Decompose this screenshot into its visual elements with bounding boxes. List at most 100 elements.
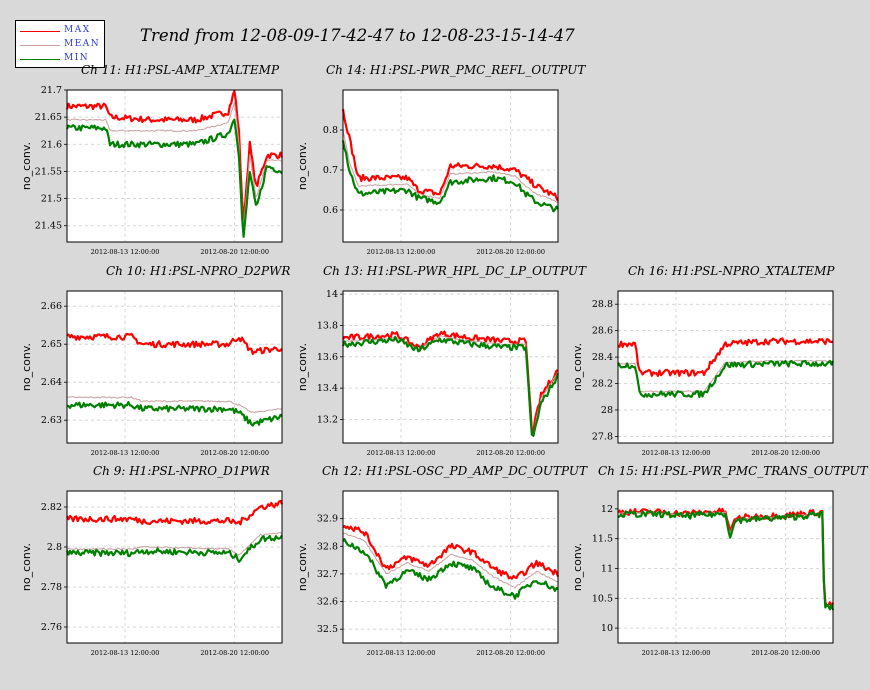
chart-title: Ch 12: H1:PSL-OSC_PD_AMP_DC_OUTPUT [322, 464, 588, 478]
y-tick-label: 10.5 [592, 593, 613, 604]
y-tick-label: 32.5 [317, 624, 338, 635]
series-min-line [341, 140, 559, 213]
series-min-line [617, 510, 835, 611]
y-tick-label: 28 [601, 405, 613, 416]
y-tick-label: 13.4 [317, 383, 338, 394]
x-tick-label: 2012-08-13 12:00:00 [91, 449, 160, 457]
y-tick-label: 27.8 [592, 431, 613, 442]
y-tick-label: 0.7 [323, 165, 338, 176]
y-tick-label: 13.2 [317, 414, 338, 425]
chart-title: Ch 15: H1:PSL-PWR_PMC_TRANS_OUTPUT [598, 464, 869, 478]
y-tick-label: 2.76 [41, 622, 62, 633]
plot-area [67, 491, 282, 643]
y-axis-label: no_conv. [296, 343, 309, 391]
series-mean-line [617, 359, 834, 393]
chart-title: Ch 10: H1:PSL-NPRO_D2PWR [106, 264, 290, 278]
legend-label-mean: MEAN [64, 39, 101, 49]
chart-title: Ch 9: H1:PSL-NPRO_D1PWR [93, 464, 270, 478]
series-mean-line [342, 129, 559, 204]
y-tick-label: 2.64 [41, 377, 62, 388]
series-min-line [342, 538, 559, 600]
y-tick-label: 21.7 [41, 85, 62, 96]
series-max-line [617, 337, 834, 377]
y-tick-label: 28.2 [592, 379, 613, 390]
y-axis-label: no_conv. [296, 142, 309, 190]
x-tick-label: 2012-08-20 12:00:00 [476, 248, 545, 256]
y-tick-label: 2.65 [41, 339, 62, 350]
x-tick-label: 2012-08-13 12:00:00 [91, 248, 160, 256]
legend-item-max: MAX [16, 25, 106, 39]
y-tick-label: 32.9 [317, 514, 338, 525]
y-tick-label: 21.5 [41, 194, 62, 205]
y-tick-label: 21.55 [35, 166, 62, 177]
y-axis-label: no_conv. [20, 543, 33, 591]
y-tick-label: 21.6 [41, 139, 62, 150]
series-max-line [65, 90, 284, 221]
y-tick-label: 12 [601, 504, 613, 515]
x-tick-label: 2012-08-13 12:00:00 [91, 649, 160, 657]
y-tick-label: 13.6 [317, 352, 338, 363]
legend-swatch-mean [20, 45, 60, 46]
legend-label-max: MAX [64, 25, 91, 35]
x-tick-label: 2012-08-20 12:00:00 [200, 449, 269, 457]
plot-frame [66, 490, 283, 644]
series-min-line [617, 359, 835, 399]
x-tick-label: 2012-08-13 12:00:00 [642, 449, 711, 457]
page-title: Trend from 12-08-09-17-42-47 to 12-08-23… [140, 26, 575, 45]
legend-swatch-max [20, 31, 60, 32]
y-tick-label: 28.6 [592, 326, 613, 337]
legend-item-min: MIN [16, 53, 106, 67]
series-mean-line [66, 102, 283, 228]
series-max-line [342, 330, 559, 434]
y-tick-label: 28.4 [592, 352, 613, 363]
plot-frame [617, 490, 834, 644]
y-tick-label: 2.8 [47, 542, 62, 553]
series-mean-line [342, 335, 559, 434]
y-axis-label: no_conv. [296, 543, 309, 591]
y-axis-label: no_conv. [571, 343, 584, 391]
y-tick-label: 11 [601, 563, 613, 574]
y-tick-label: 2.78 [41, 582, 62, 593]
x-tick-label: 2012-08-20 12:00:00 [751, 649, 820, 657]
y-tick-label: 32.8 [317, 541, 338, 552]
chart-title: Ch 16: H1:PSL-NPRO_XTALTEMP [628, 264, 835, 278]
legend: MAX MEAN MIN [15, 20, 105, 68]
legend-item-mean: MEAN [16, 39, 106, 53]
plot-area [343, 291, 558, 443]
y-tick-label: 10 [601, 623, 613, 634]
series-max-line [342, 525, 560, 580]
plot-frame [617, 290, 834, 444]
y-tick-label: 11.5 [592, 534, 613, 545]
legend-swatch-min [20, 59, 60, 60]
x-tick-label: 2012-08-13 12:00:00 [367, 449, 436, 457]
x-tick-label: 2012-08-13 12:00:00 [367, 248, 436, 256]
plot-frame [66, 89, 283, 243]
chart-title: Ch 14: H1:PSL-PWR_PMC_REFL_OUTPUT [326, 63, 586, 77]
x-tick-label: 2012-08-20 12:00:00 [200, 649, 269, 657]
series-min-line [65, 118, 283, 238]
plot-frame [342, 290, 559, 444]
y-tick-label: 2.66 [41, 301, 62, 312]
y-axis-label: no_conv. [20, 142, 33, 190]
series-mean-line [66, 396, 283, 414]
series-max-line [66, 332, 283, 355]
x-tick-label: 2012-08-20 12:00:00 [751, 449, 820, 457]
y-tick-label: 28.8 [592, 299, 613, 310]
y-tick-label: 13.8 [317, 320, 338, 331]
y-tick-label: 0.8 [323, 125, 338, 136]
x-tick-label: 2012-08-20 12:00:00 [476, 649, 545, 657]
y-tick-label: 32.6 [317, 597, 338, 608]
plot-frame [66, 290, 283, 444]
x-tick-label: 2012-08-13 12:00:00 [642, 649, 711, 657]
plot-frame [342, 490, 559, 644]
y-tick-label: 2.82 [41, 502, 62, 513]
series-mean-line [342, 532, 559, 589]
chart-title: Ch 11: H1:PSL-AMP_XTALTEMP [81, 63, 280, 77]
y-tick-label: 32.7 [317, 569, 338, 580]
series-max-line [341, 108, 559, 202]
y-tick-label: 21.65 [35, 112, 62, 123]
series-min-line [341, 335, 560, 437]
plot-area [343, 491, 558, 643]
plot-area [67, 90, 282, 242]
